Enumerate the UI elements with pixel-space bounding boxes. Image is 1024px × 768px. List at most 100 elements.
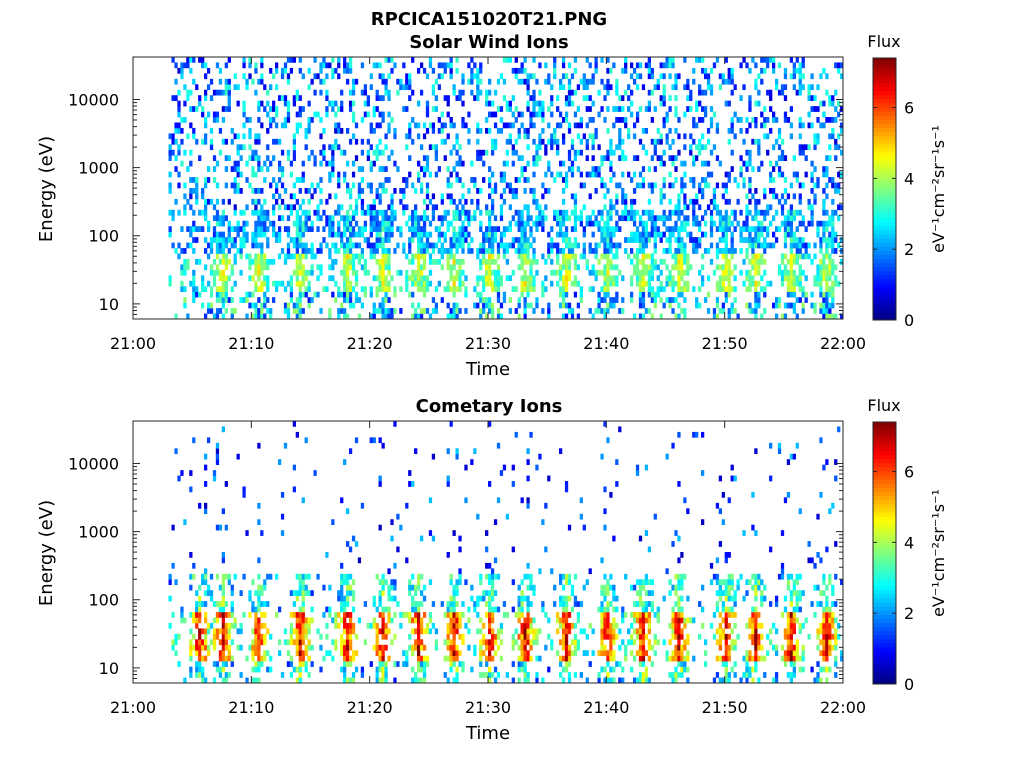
heatmap-cell	[576, 106, 581, 112]
heatmap-cell	[502, 95, 507, 101]
heatmap-cell	[431, 242, 436, 249]
heatmap-cell	[209, 237, 214, 243]
heatmap-cell	[567, 302, 572, 309]
heatmap-cell	[307, 655, 311, 662]
heatmap-cell	[224, 62, 228, 69]
heatmap-cell	[567, 308, 572, 314]
heatmap-cell	[269, 106, 273, 112]
heatmap-cell	[597, 111, 601, 118]
heatmap-cell	[514, 209, 518, 216]
heatmap-cell	[292, 182, 297, 189]
heatmap-cell	[467, 606, 471, 613]
heatmap-cell	[476, 67, 480, 74]
heatmap-cell	[665, 138, 669, 145]
heatmap-cell	[201, 111, 205, 118]
panel-title: Solar Wind Ions	[409, 32, 568, 53]
heatmap-cell	[680, 291, 684, 298]
heatmap-cell	[632, 237, 637, 243]
heatmap-cell	[564, 264, 569, 271]
heatmap-cell	[653, 166, 657, 172]
heatmap-cell	[748, 149, 752, 156]
heatmap-cell	[458, 160, 462, 167]
heatmap-cell	[553, 133, 557, 140]
heatmap-cell	[254, 622, 258, 629]
heatmap-cell	[606, 89, 610, 96]
heatmap-cell	[464, 209, 468, 216]
heatmap-cell	[488, 248, 492, 254]
heatmap-cell	[742, 226, 746, 232]
heatmap-cell	[665, 275, 669, 282]
heatmap-cell	[502, 188, 507, 194]
heatmap-cell	[822, 198, 826, 205]
heatmap-cell	[251, 149, 255, 156]
heatmap-cell	[517, 226, 521, 232]
heatmap-cell	[647, 100, 652, 107]
heatmap-cell	[254, 264, 258, 271]
heatmap-cell	[201, 579, 205, 586]
heatmap-cell	[369, 182, 373, 189]
heatmap-cell	[372, 106, 376, 112]
heatmap-cell	[449, 313, 453, 320]
heatmap-cell	[789, 204, 794, 211]
heatmap-cell	[233, 622, 237, 629]
heatmap-cell	[248, 258, 252, 265]
heatmap-cell	[718, 280, 723, 287]
heatmap-cell	[399, 524, 403, 531]
heatmap-cell	[780, 204, 785, 211]
heatmap-cell	[561, 313, 566, 320]
heatmap-cell	[745, 62, 749, 69]
heatmap-cell	[458, 177, 462, 183]
heatmap-cell	[780, 280, 785, 287]
heatmap-cell	[192, 291, 196, 298]
heatmap-cell	[751, 242, 755, 249]
heatmap-cell	[683, 220, 687, 227]
heatmap-cell	[479, 209, 483, 216]
heatmap-cell	[449, 242, 453, 249]
heatmap-cell	[485, 264, 489, 271]
heatmap-cell	[292, 133, 297, 140]
heatmap-cell	[369, 215, 373, 222]
heatmap-cell	[754, 78, 758, 85]
heatmap-cell	[381, 117, 385, 123]
heatmap-cell	[671, 57, 675, 63]
heatmap-cell	[384, 286, 388, 293]
heatmap-cell	[419, 166, 424, 172]
heatmap-cell	[727, 138, 731, 145]
heatmap-cell	[822, 308, 826, 314]
heatmap-cell	[387, 606, 391, 613]
heatmap-cell	[523, 67, 527, 74]
heatmap-cell	[698, 188, 702, 194]
heatmap-cell	[218, 606, 223, 613]
heatmap-cell	[301, 622, 305, 629]
heatmap-cell	[375, 209, 379, 216]
heatmap-cell	[789, 242, 794, 249]
heatmap-cell	[511, 144, 515, 151]
heatmap-cell	[360, 209, 365, 216]
heatmap-cell	[488, 644, 492, 651]
heatmap-cell	[263, 84, 267, 91]
heatmap-cell	[485, 297, 489, 303]
heatmap-cell	[390, 117, 394, 123]
heatmap-cell	[621, 149, 625, 156]
heatmap-cell	[272, 138, 276, 145]
heatmap-cell	[576, 313, 581, 320]
heatmap-cell	[496, 628, 501, 635]
heatmap-cell	[573, 57, 578, 63]
heatmap-cell	[378, 437, 382, 444]
heatmap-cell	[798, 89, 802, 96]
heatmap-cell	[266, 111, 270, 118]
heatmap-cell	[556, 231, 560, 238]
heatmap-cell	[476, 302, 480, 309]
heatmap-cell	[724, 275, 728, 282]
heatmap-cell	[443, 612, 447, 618]
heatmap-cell	[783, 73, 788, 80]
heatmap-cell	[612, 231, 616, 238]
heatmap-cell	[206, 628, 211, 635]
heatmap-cell	[307, 269, 311, 276]
heatmap-cell	[505, 122, 510, 129]
heatmap-cell	[304, 220, 308, 227]
heatmap-cell	[283, 226, 288, 232]
heatmap-cell	[419, 182, 424, 189]
heatmap-cell	[745, 209, 749, 216]
heatmap-cell	[606, 155, 610, 162]
